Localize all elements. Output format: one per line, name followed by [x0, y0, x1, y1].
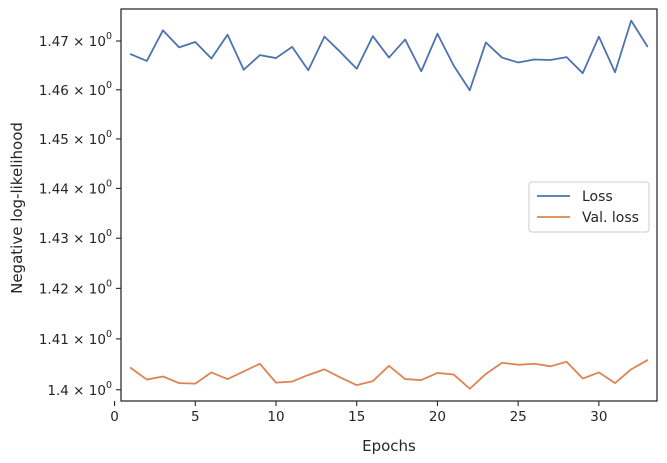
y-tick-label: 1.43 × 100 — [39, 228, 112, 247]
x-tick-label: 25 — [510, 409, 527, 425]
y-tick-label: 1.47 × 100 — [39, 31, 112, 50]
y-tick-label: 1.42 × 100 — [39, 278, 112, 297]
legend: Loss Val. loss — [528, 181, 650, 233]
x-tick-label: 5 — [191, 409, 200, 425]
legend-label-loss: Loss — [582, 189, 613, 205]
y-tick-label: 1.4 × 100 — [47, 380, 112, 399]
x-tick-label: 15 — [348, 409, 365, 425]
x-tick-label: 20 — [429, 409, 446, 425]
y-axis-label: Negative log-likelihood — [8, 122, 26, 294]
y-tick-label: 1.45 × 100 — [39, 129, 112, 148]
x-tick-label: 30 — [590, 409, 607, 425]
x-axis-label: Epochs — [362, 437, 416, 455]
legend-label-val-loss: Val. loss — [582, 210, 639, 226]
legend-box — [528, 181, 650, 233]
y-axis-ticks: 1.4 × 100 1.41 × 100 1.42 × 100 1.43 × 100 1… — [39, 31, 121, 399]
series-line-1 — [129, 359, 649, 390]
x-axis-ticks: 0 5 10 15 20 25 30 — [110, 401, 607, 425]
y-tick-label: 1.44 × 100 — [39, 178, 112, 197]
x-tick-label: 10 — [267, 409, 284, 425]
series-line-0 — [129, 19, 649, 92]
y-tick-label: 1.41 × 100 — [39, 329, 112, 348]
series-layer — [129, 19, 649, 390]
y-tick-label: 1.46 × 100 — [39, 80, 112, 99]
x-tick-label: 0 — [110, 409, 119, 425]
plot-frame — [120, 8, 658, 402]
